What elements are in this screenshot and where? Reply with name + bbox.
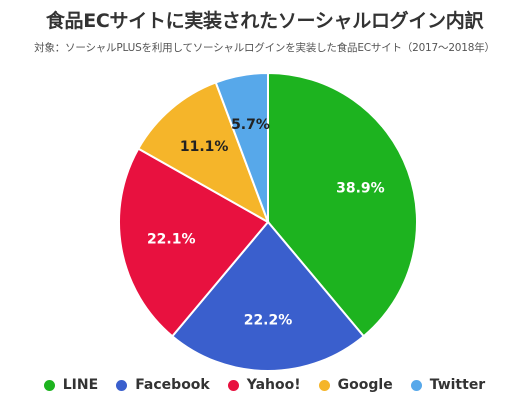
legend-swatch-facebook: [116, 379, 128, 391]
pie-slice-facebook[interactable]: [170, 220, 366, 372]
pie-slice-yahoo[interactable]: [118, 147, 270, 338]
pie-slice-google[interactable]: [136, 81, 270, 225]
legend-item-twitter[interactable]: Twitter: [410, 377, 486, 393]
chart-subtitle: 対象：ソーシャルPLUSを利用してソーシャルログインを実装した食品ECサイト（2…: [34, 42, 495, 54]
legend-swatch-yahoo: [227, 379, 239, 391]
legend-item-yahoo[interactable]: Yahoo!: [227, 377, 301, 393]
legend-label-line: LINE: [62, 377, 99, 393]
legend-label-facebook: Facebook: [135, 377, 210, 393]
pie-slice-line[interactable]: [267, 71, 418, 338]
legend-label-yahoo: Yahoo!: [246, 377, 301, 393]
pie-slice-twitter[interactable]: [214, 71, 269, 223]
legend-item-google[interactable]: Google: [318, 377, 393, 393]
chart-title: 食品ECサイトに実装されたソーシャルログイン内訳: [45, 10, 484, 32]
data-label-facebook: 22.2%: [244, 312, 293, 328]
data-label-yahoo: 22.1%: [147, 232, 196, 248]
data-label-line: 38.9%: [336, 180, 385, 196]
legend-item-line[interactable]: LINE: [43, 377, 99, 393]
legend-label-google: Google: [337, 377, 393, 393]
legend-label-twitter: Twitter: [429, 377, 486, 393]
legend-swatch-google: [318, 379, 330, 391]
legend: LINE Facebook Yahoo! Google Twitter: [0, 377, 529, 393]
legend-item-facebook[interactable]: Facebook: [116, 377, 210, 393]
data-label-twitter: 5.7%: [231, 117, 270, 133]
legend-swatch-line: [43, 379, 55, 391]
legend-swatch-twitter: [410, 379, 422, 391]
data-label-google: 11.1%: [180, 139, 229, 155]
